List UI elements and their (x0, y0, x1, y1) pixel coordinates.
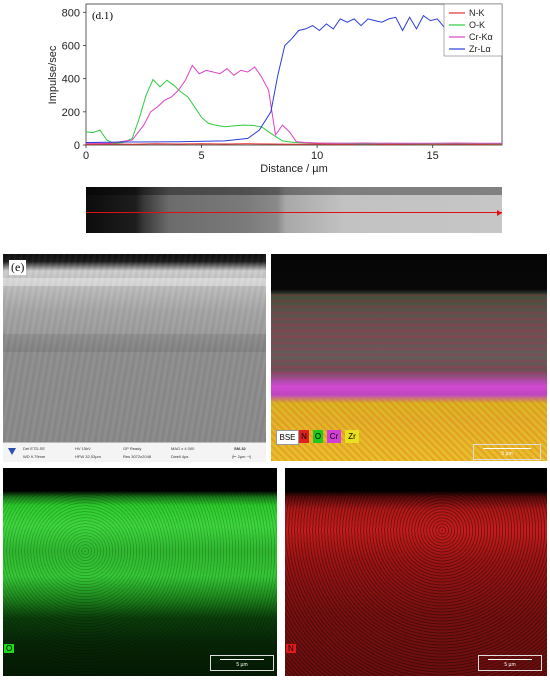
eds-overlay-map (271, 254, 547, 461)
legend-entry: Zr-Lα (469, 44, 491, 54)
overlay-legend-o: O (313, 430, 323, 443)
info-dwell: Dwell 4µs (171, 454, 189, 459)
info-gp: GP Ready (123, 446, 142, 451)
overlay-scale-text: 5 µm (501, 451, 513, 457)
x-tick-label: 0 (83, 150, 89, 162)
info-res: Res 3072x2048 (123, 454, 152, 459)
legend-entry: Cr-Kα (469, 32, 493, 42)
legend-entry: O-K (469, 20, 485, 30)
sem-panel-label: (e) (9, 260, 27, 275)
info-detector: Det ETD-SE (23, 446, 46, 451)
scan-line (86, 212, 502, 213)
nitrogen-map-label: N (286, 644, 296, 653)
line-scan-chart: 0 200 400 600 800 0 5 10 15 (d.1) Impulse/sec Di… (47, 3, 503, 175)
sem-info-bar: Det ETD-SE WD 9.79mm HV 15kV HFW 32.03µm… (3, 442, 266, 462)
overlay-legend-zr: Zr (345, 430, 359, 443)
y-tick-label: 0 (74, 140, 80, 152)
overlay-legend-n: N (299, 430, 309, 443)
sem-image: (e) (3, 254, 266, 442)
y-tick-label: 800 (62, 7, 80, 19)
chart-legend: N-K O-K Cr-Kα Zr-Lα (443, 3, 503, 57)
info-mag: MAG x 4 000 (171, 446, 195, 451)
overlay-scale-box: 5 µm (473, 444, 541, 460)
nitrogen-scale-box: 5 µm (478, 655, 542, 671)
line-scan-strip-image (86, 187, 502, 233)
eds-map-oxygen: O 5 µm (3, 468, 277, 676)
oxygen-scale-text: 5 µm (236, 662, 248, 668)
series-line-cr-k- (86, 64, 503, 144)
overlay-legend-bse: BSE (276, 430, 299, 445)
nitrogen-scale-text: 5 µm (504, 662, 516, 668)
y-axis-label: Impulse/sec (47, 45, 59, 104)
chart-panel-label: (d.1) (92, 10, 113, 22)
fei-logo-icon (8, 448, 16, 455)
y-tick-label: 600 (62, 40, 80, 52)
info-wd: WD 9.79mm (23, 454, 46, 459)
x-tick-label: 5 (198, 150, 204, 162)
plot-frame (85, 3, 503, 146)
x-tick-label: 10 (311, 150, 323, 162)
eds-map-nitrogen: N 5 µm (285, 468, 547, 676)
x-tick-label: 15 (427, 150, 439, 162)
y-tick-label: 200 (62, 107, 80, 119)
y-tick-label: 400 (62, 74, 80, 86)
x-axis-label: Distance / µm (260, 163, 327, 175)
oxygen-scale-box: 5 µm (210, 655, 274, 671)
info-hv: HV 15kV (75, 446, 91, 451)
info-sample: SM-32 (234, 446, 246, 451)
legend-entry: N-K (469, 8, 485, 18)
info-hfw: HFW 32.03µm (75, 454, 101, 459)
oxygen-map-label: O (4, 644, 15, 653)
series-line-o-k (85, 78, 503, 145)
info-scale: |⊢ 2µm ⊣| (232, 454, 252, 459)
scan-arrow (497, 210, 502, 216)
overlay-legend-cr: Cr (327, 430, 341, 443)
